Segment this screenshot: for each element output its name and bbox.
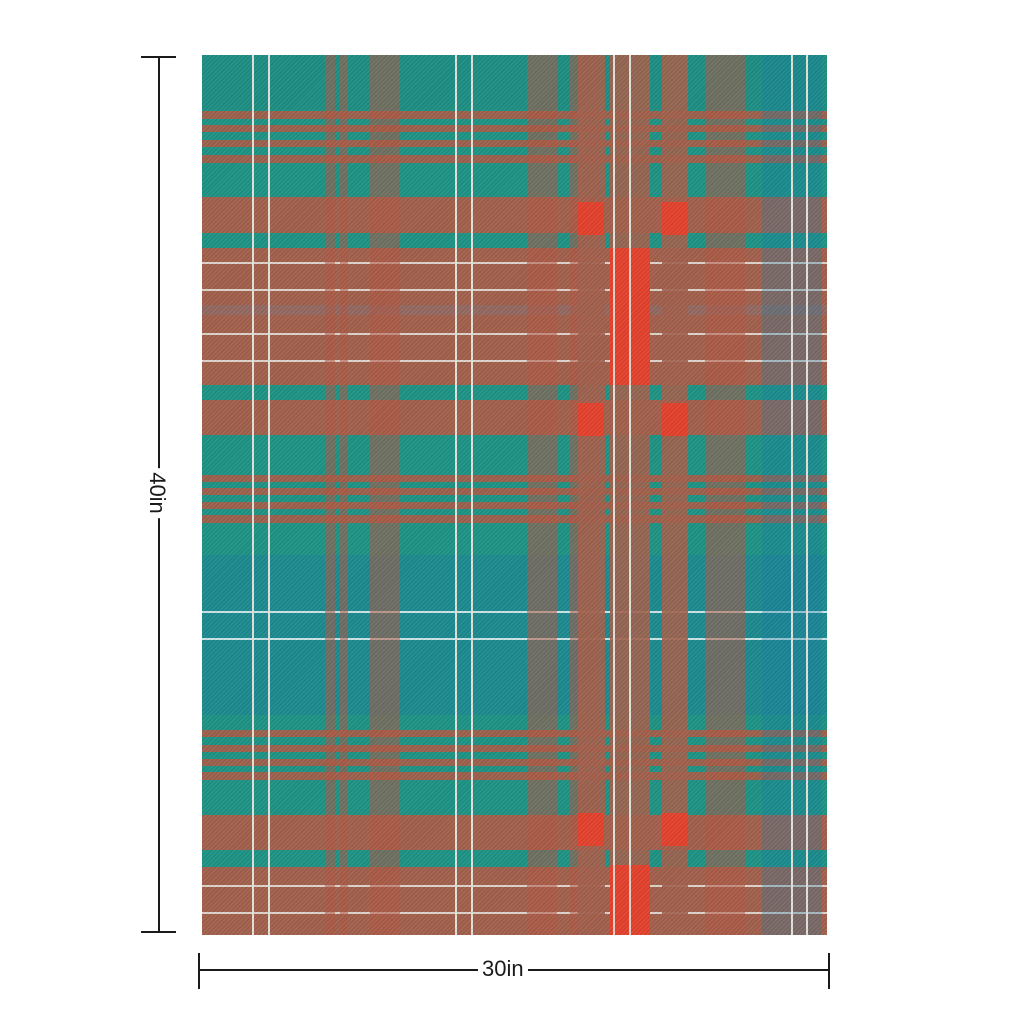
horizontal-stripe — [202, 305, 827, 315]
horizontal-stripe — [202, 885, 827, 887]
red-check-block — [578, 202, 604, 235]
vertical-stripe — [527, 55, 557, 935]
vertical-stripe — [578, 55, 605, 935]
horizontal-stripe — [202, 772, 827, 780]
red-check-block — [662, 202, 688, 235]
horizontal-stripe — [202, 611, 827, 613]
vertical-stripe — [340, 55, 348, 935]
red-check-block — [578, 813, 604, 846]
width-marker-left-tick — [198, 953, 200, 989]
horizontal-stripe — [202, 638, 827, 640]
vertical-stripe — [325, 55, 335, 935]
white-pinstripe — [613, 55, 615, 935]
width-marker-right-tick — [828, 953, 830, 989]
white-pinstripe — [471, 55, 473, 935]
red-check-block — [578, 403, 604, 436]
horizontal-stripe — [202, 289, 827, 291]
horizontal-stripe — [202, 333, 827, 335]
white-pinstripe — [806, 55, 808, 935]
horizontal-stripe — [202, 155, 827, 163]
horizontal-stripe — [202, 475, 827, 482]
red-check-block — [662, 403, 688, 436]
tartan-plaid-panel — [202, 55, 827, 935]
horizontal-stripe — [202, 759, 827, 766]
horizontal-stripe — [202, 111, 827, 119]
width-label: 30in — [478, 958, 528, 980]
horizontal-stripe — [202, 730, 827, 737]
vertical-stripe — [705, 55, 745, 935]
horizontal-stripe — [202, 912, 827, 914]
red-check-block — [662, 813, 688, 846]
horizontal-stripe — [202, 140, 827, 147]
horizontal-stripe — [202, 125, 827, 132]
white-pinstripe — [268, 55, 270, 935]
horizontal-stripe — [202, 502, 827, 509]
white-pinstripe — [455, 55, 457, 935]
white-pinstripe — [252, 55, 254, 935]
vertical-stripe — [370, 55, 400, 935]
horizontal-stripe — [202, 515, 827, 523]
horizontal-stripe — [202, 262, 827, 264]
horizontal-stripe — [202, 488, 827, 495]
horizontal-stripe — [202, 360, 827, 362]
white-pinstripe — [791, 55, 793, 935]
vertical-stripe — [662, 55, 688, 935]
white-pinstripe — [629, 55, 631, 935]
horizontal-stripe — [202, 745, 827, 752]
height-marker-bottom-tick — [141, 931, 176, 933]
height-label: 40in — [145, 468, 170, 518]
